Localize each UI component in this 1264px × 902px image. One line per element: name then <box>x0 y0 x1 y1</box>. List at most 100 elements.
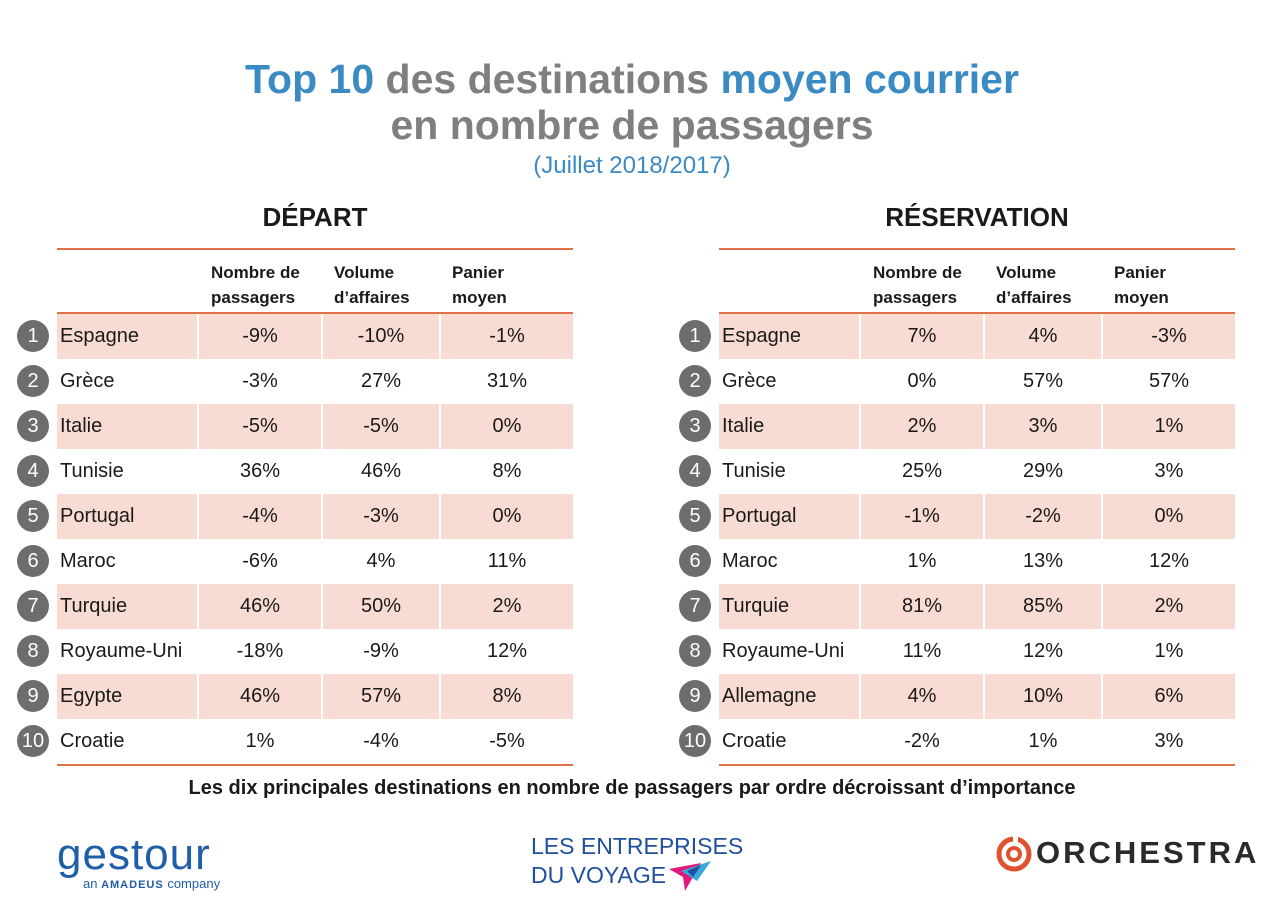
passengers-value: -6% <box>242 550 278 572</box>
destination-name: Grèce <box>722 370 777 392</box>
destination-name: Turquie <box>719 584 859 629</box>
destination-name: Grèce <box>60 370 115 392</box>
basket-value: -5% <box>489 730 525 752</box>
destination-name: Portugal <box>57 494 197 539</box>
table-row: 8 Royaume-Uni 11% 12% 1% <box>679 629 1235 674</box>
rank-badge: 2 <box>17 365 49 397</box>
basket-value: 12% <box>486 640 528 662</box>
table-row: 8 Royaume-Uni -18% -9% 12% <box>17 629 573 674</box>
table-header: Nombre de passagers Volume d’affaires Pa… <box>57 250 573 314</box>
rank-badge: 4 <box>679 455 711 487</box>
edv-plane-icon <box>669 861 711 891</box>
table-row: 7 Turquie 81% 85% 2% <box>679 584 1235 629</box>
destination-name: Croatie <box>722 730 787 752</box>
table-row: 6 Maroc -6% 4% 11% <box>17 539 573 584</box>
table-row: 10 Croatie 1% -4% -5% <box>17 719 573 764</box>
table-top-rule <box>57 248 573 250</box>
depart-section-title: DÉPART <box>262 202 368 232</box>
destination-name: Royaume-Uni <box>60 640 183 662</box>
destination-name: Tunisie <box>60 460 124 482</box>
passengers-value: -18% <box>236 640 284 662</box>
rank-badge: 7 <box>17 590 49 622</box>
table-row: 1 Espagne -9% -10% -1% <box>17 314 573 359</box>
volume-value: 10% <box>985 674 1101 719</box>
reservation-section-title: RÉSERVATION <box>885 202 1069 232</box>
destination-name: Allemagne <box>719 674 859 719</box>
destination-name: Espagne <box>719 314 859 359</box>
basket-value: -1% <box>441 314 573 359</box>
table-row: 10 Croatie -2% 1% 3% <box>679 719 1235 764</box>
basket-value: 11% <box>487 550 527 572</box>
table-top-rule <box>719 248 1235 250</box>
destination-name: Italie <box>57 404 197 449</box>
basket-value: 2% <box>441 584 573 629</box>
rank-badge: 7 <box>679 590 711 622</box>
passengers-value: 46% <box>199 674 321 719</box>
gestour-wordmark: gestour <box>57 830 211 879</box>
rank-badge: 10 <box>679 725 711 757</box>
header-volume: Volume d’affaires <box>334 263 410 307</box>
volume-value: -4% <box>363 730 399 752</box>
passengers-value: -5% <box>199 404 321 449</box>
volume-value: -9% <box>363 640 399 662</box>
destination-name: Portugal <box>719 494 859 539</box>
table-row: 7 Turquie 46% 50% 2% <box>17 584 573 629</box>
rank-badge: 6 <box>679 545 711 577</box>
volume-value: 85% <box>985 584 1101 629</box>
passengers-value: -2% <box>904 730 940 752</box>
depart-rows: 1 Espagne -9% -10% -1% 2 Grèce -3% 27% 31% 3 Italie… <box>17 314 573 764</box>
table-row: 2 Grèce -3% 27% 31% <box>17 359 573 404</box>
rank-badge: 1 <box>17 320 49 352</box>
rank-badge: 9 <box>17 680 49 712</box>
passengers-value: 36% <box>239 460 281 482</box>
volume-value: 4% <box>366 550 396 572</box>
destination-name: Italie <box>719 404 859 449</box>
basket-value: 0% <box>1103 494 1235 539</box>
orchestra-wordmark: ORCHESTRA <box>1036 835 1260 870</box>
volume-value: 3% <box>985 404 1101 449</box>
edv-line-2: DU VOYAGE <box>531 862 667 888</box>
basket-value: 12% <box>1148 550 1190 572</box>
title-middle: des destinations <box>374 56 721 102</box>
volume-value: 57% <box>1022 370 1064 392</box>
orchestra-logo: ORCHESTRA <box>996 834 1256 877</box>
rank-badge: 8 <box>679 635 711 667</box>
gestour-tagline-suffix: company <box>163 876 221 891</box>
orchestra-swirl-icon <box>996 836 1032 872</box>
passengers-value: -9% <box>199 314 321 359</box>
gestour-tagline-prefix: an <box>83 876 102 891</box>
rank-badge: 5 <box>679 500 711 532</box>
subtitle: (Juillet 2018/2017) <box>533 152 731 179</box>
destination-name: Tunisie <box>722 460 786 482</box>
table-row: 5 Portugal -4% -3% 0% <box>17 494 573 539</box>
footer-note: Les dix principales destinations en nomb… <box>188 777 1076 799</box>
basket-value: 31% <box>486 370 528 392</box>
passengers-value: -1% <box>861 494 983 539</box>
basket-value: 6% <box>1103 674 1235 719</box>
volume-value: 27% <box>360 370 402 392</box>
table-bottom-rule <box>57 764 573 766</box>
volume-value: -3% <box>323 494 439 539</box>
basket-value: 3% <box>1154 460 1184 482</box>
rank-badge: 6 <box>17 545 49 577</box>
volume-value: 12% <box>1022 640 1064 662</box>
volume-value: 29% <box>1022 460 1064 482</box>
header-panier: Panier moyen <box>1114 263 1169 307</box>
destination-name: Turquie <box>57 584 197 629</box>
rank-badge: 9 <box>679 680 711 712</box>
header-passagers: Nombre de passagers <box>211 263 300 307</box>
reservation-rows: 1 Espagne 7% 4% -3% 2 Grèce 0% 57% 57% 3 Italie 2% 3%… <box>679 314 1235 764</box>
passengers-value: 7% <box>861 314 983 359</box>
passengers-value: 1% <box>245 730 275 752</box>
table-row: 2 Grèce 0% 57% 57% <box>679 359 1235 404</box>
header-passagers: Nombre de passagers <box>873 263 962 307</box>
basket-value: 0% <box>441 404 573 449</box>
basket-value: 3% <box>1154 730 1184 752</box>
header-panier: Panier moyen <box>452 263 507 307</box>
table-row: 4 Tunisie 25% 29% 3% <box>679 449 1235 494</box>
rank-badge: 1 <box>679 320 711 352</box>
basket-value: 57% <box>1148 370 1190 392</box>
volume-value: 46% <box>360 460 402 482</box>
table-row: 3 Italie 2% 3% 1% <box>679 404 1235 449</box>
table-bottom-rule <box>719 764 1235 766</box>
